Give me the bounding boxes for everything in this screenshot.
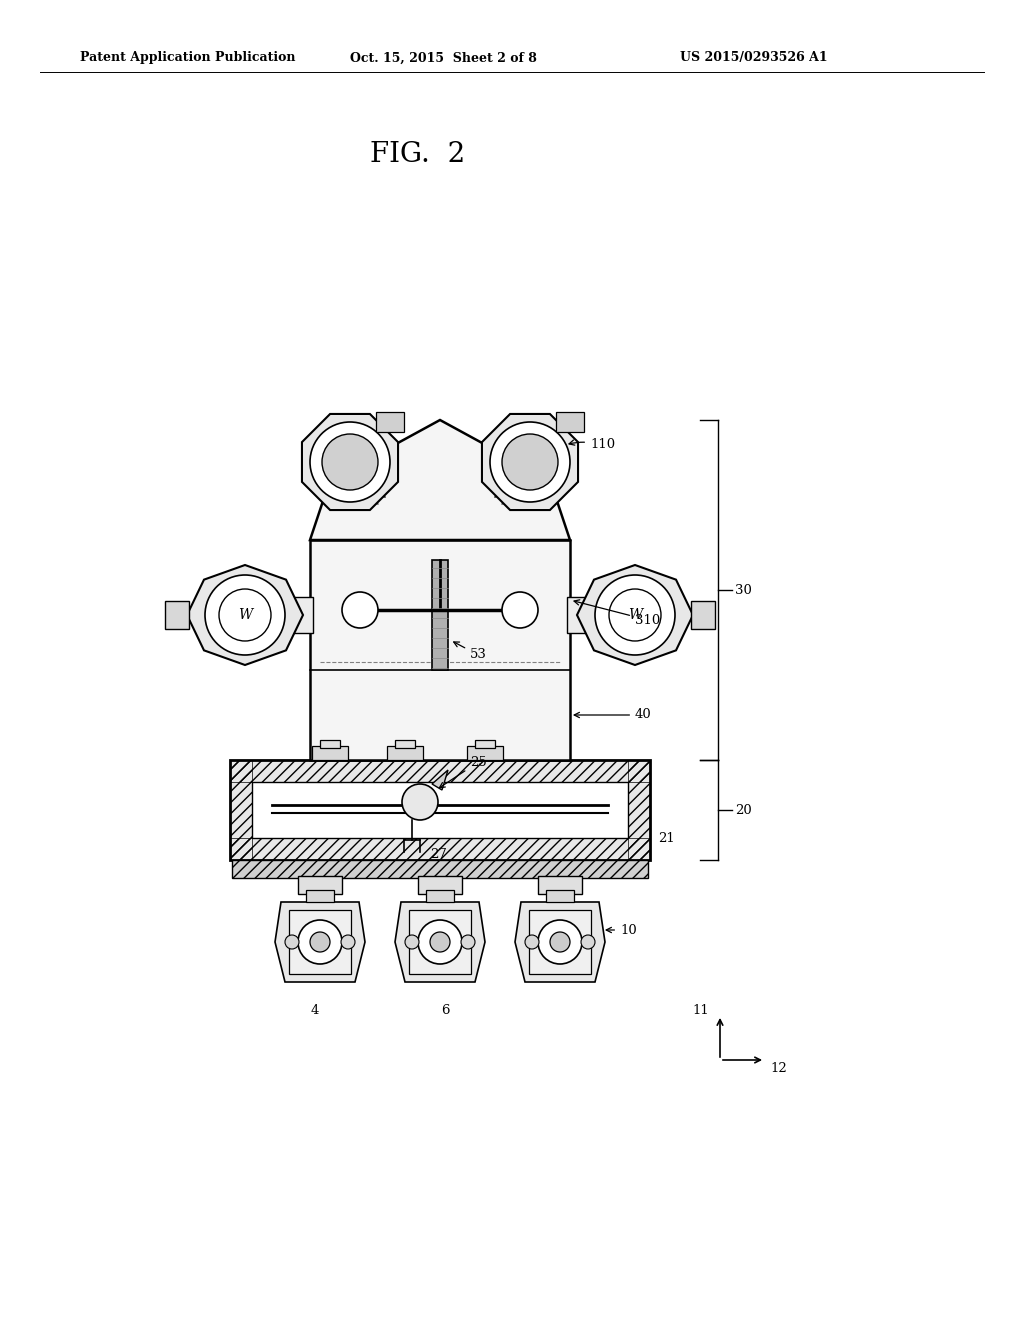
- Bar: [556, 412, 585, 432]
- Bar: [426, 890, 454, 902]
- Bar: [232, 861, 648, 878]
- Text: 30: 30: [735, 583, 752, 597]
- Circle shape: [402, 784, 438, 820]
- Text: 20: 20: [735, 804, 752, 817]
- Circle shape: [322, 434, 378, 490]
- Circle shape: [285, 935, 299, 949]
- Circle shape: [502, 591, 538, 628]
- Text: FIG.  2: FIG. 2: [370, 141, 465, 169]
- Bar: [387, 746, 423, 760]
- Circle shape: [298, 920, 342, 964]
- Text: US 2015/0293526 A1: US 2015/0293526 A1: [680, 51, 827, 65]
- Circle shape: [219, 589, 271, 642]
- Bar: [230, 760, 650, 861]
- Bar: [252, 781, 628, 838]
- Circle shape: [595, 576, 675, 655]
- Circle shape: [310, 422, 390, 502]
- Bar: [409, 909, 471, 974]
- Circle shape: [205, 576, 285, 655]
- Bar: [230, 838, 650, 861]
- Bar: [567, 597, 625, 634]
- Text: 11: 11: [692, 1003, 709, 1016]
- Bar: [395, 741, 415, 748]
- Circle shape: [550, 932, 570, 952]
- Text: 6: 6: [440, 1003, 450, 1016]
- Circle shape: [538, 920, 582, 964]
- Bar: [230, 760, 650, 781]
- Bar: [312, 746, 348, 760]
- Circle shape: [490, 422, 570, 502]
- Text: Oct. 15, 2015  Sheet 2 of 8: Oct. 15, 2015 Sheet 2 of 8: [350, 51, 537, 65]
- Text: 21: 21: [658, 832, 675, 845]
- Bar: [298, 876, 342, 894]
- Bar: [432, 560, 449, 671]
- Bar: [418, 876, 462, 894]
- Circle shape: [406, 935, 419, 949]
- Circle shape: [310, 932, 330, 952]
- Polygon shape: [187, 565, 303, 665]
- Bar: [546, 890, 574, 902]
- Polygon shape: [310, 420, 570, 540]
- Circle shape: [418, 920, 462, 964]
- Circle shape: [502, 434, 558, 490]
- Polygon shape: [577, 565, 693, 665]
- Polygon shape: [482, 414, 578, 510]
- Bar: [289, 909, 351, 974]
- Circle shape: [342, 591, 378, 628]
- Text: 27: 27: [430, 847, 446, 861]
- Bar: [538, 876, 582, 894]
- Bar: [529, 909, 591, 974]
- Bar: [376, 412, 404, 432]
- Bar: [165, 601, 189, 630]
- Text: 53: 53: [454, 642, 486, 661]
- Text: W: W: [238, 609, 252, 622]
- Bar: [467, 746, 503, 760]
- Bar: [306, 890, 334, 902]
- Text: 310: 310: [574, 599, 660, 627]
- Polygon shape: [395, 902, 485, 982]
- Bar: [628, 760, 650, 861]
- Text: 10: 10: [606, 924, 637, 936]
- Text: 12: 12: [770, 1061, 786, 1074]
- Text: 110: 110: [569, 438, 615, 451]
- Bar: [230, 760, 252, 861]
- Bar: [255, 597, 313, 634]
- Circle shape: [430, 932, 450, 952]
- Circle shape: [525, 935, 539, 949]
- Polygon shape: [515, 902, 605, 982]
- Bar: [475, 741, 495, 748]
- Bar: [310, 540, 570, 760]
- Polygon shape: [275, 902, 365, 982]
- Circle shape: [581, 935, 595, 949]
- Polygon shape: [432, 770, 449, 789]
- Text: 25: 25: [439, 755, 486, 788]
- Text: W: W: [628, 609, 642, 622]
- Polygon shape: [302, 414, 398, 510]
- Text: 4: 4: [311, 1003, 319, 1016]
- Circle shape: [609, 589, 662, 642]
- Circle shape: [341, 935, 355, 949]
- Text: Patent Application Publication: Patent Application Publication: [80, 51, 296, 65]
- Text: 40: 40: [574, 709, 651, 722]
- Circle shape: [461, 935, 475, 949]
- Bar: [319, 741, 340, 748]
- Bar: [691, 601, 715, 630]
